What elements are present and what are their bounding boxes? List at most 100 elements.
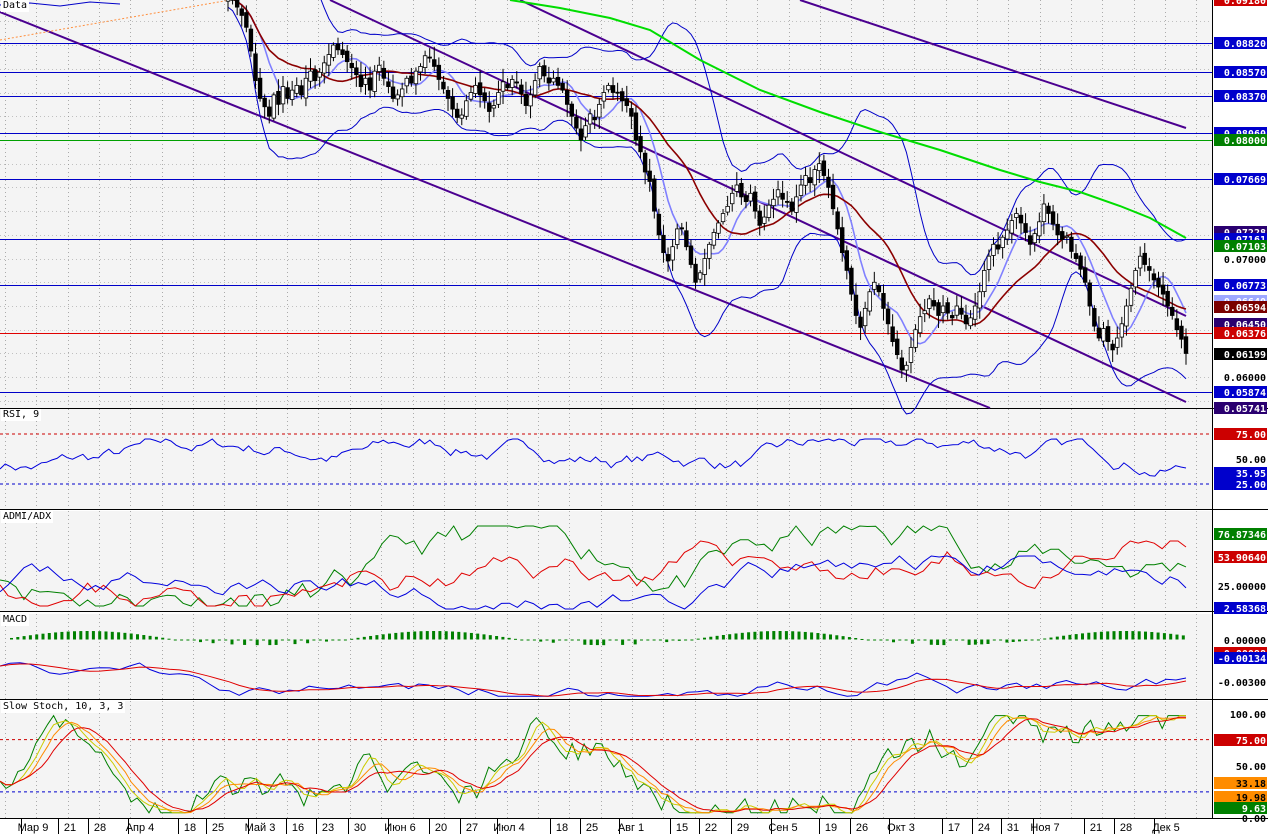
candle-body [395, 94, 400, 100]
candle [514, 71, 519, 89]
candle [1124, 298, 1129, 336]
candle [1147, 257, 1152, 282]
candle [468, 85, 474, 102]
macd-histogram-bar [1062, 635, 1066, 640]
candle-body [1046, 205, 1051, 214]
macd-histogram-bar [325, 639, 328, 642]
axis-label-background [1214, 240, 1267, 252]
candle-body [409, 75, 414, 84]
candle-body [844, 250, 850, 271]
macd-histogram-bar [161, 637, 165, 640]
candle-body [725, 205, 730, 213]
candle-body [528, 94, 533, 107]
stoch-signal-line [0, 716, 1186, 813]
macd-histogram-bar [772, 631, 776, 640]
macd-histogram-bar [816, 633, 820, 640]
candle-body [537, 66, 542, 80]
candle [1105, 319, 1111, 351]
macd-histogram-bar [1030, 639, 1034, 641]
candle-body [807, 177, 813, 184]
candle [1142, 243, 1147, 272]
candle-body [675, 228, 680, 245]
candle [285, 81, 290, 104]
candle-body [968, 317, 973, 327]
candle-body [1142, 252, 1147, 265]
candle [1101, 321, 1106, 347]
candle-body [372, 70, 377, 92]
candle [652, 175, 657, 219]
candle-body [1014, 213, 1019, 218]
macd-histogram-bar [469, 632, 473, 640]
candle-body [982, 270, 987, 292]
candle [977, 282, 982, 319]
macd-histogram-bar [1011, 639, 1015, 642]
candle [450, 88, 455, 118]
candle [752, 185, 758, 219]
admi-axis-label: 25.00000 [1218, 582, 1266, 593]
macd-histogram-bar [287, 639, 291, 641]
candle [546, 66, 552, 91]
candle [331, 42, 336, 62]
axis-label-text: 19.98 [1236, 793, 1266, 804]
macd-histogram-bar [438, 631, 442, 640]
candle [835, 207, 840, 235]
candle [496, 80, 501, 108]
candle [427, 48, 432, 63]
axis-label-background [1214, 402, 1267, 414]
time-axis-label: Сен 5 [768, 822, 797, 834]
macd-histogram-bar [337, 639, 341, 641]
time-axis-label: 23 [322, 822, 334, 834]
macd-histogram-bar [369, 635, 373, 640]
axis-label-background [1214, 301, 1267, 313]
macd-histogram-bar [948, 639, 952, 641]
candle [601, 85, 607, 109]
macd-histogram-bar [54, 632, 58, 640]
adx-line [0, 555, 1187, 610]
candle [244, 5, 249, 33]
axis-label-text: 0.08370 [1224, 92, 1266, 103]
candle-body [459, 114, 464, 119]
axis-label-text: 50.00 [1236, 762, 1266, 773]
macd-histogram-bar [583, 639, 587, 645]
candle-body [629, 108, 634, 117]
time-axis-label: Мар 9 [18, 822, 49, 834]
candle [702, 248, 707, 286]
candle-body [367, 77, 373, 91]
candle [862, 301, 868, 334]
macd-histogram-bar [1112, 631, 1116, 640]
macd-histogram-bar [91, 631, 95, 640]
price-pane-background [0, 0, 1212, 408]
candle-body [945, 302, 950, 314]
candle-body [986, 255, 992, 270]
candle [890, 314, 895, 347]
time-axis-label: 27 [466, 822, 478, 834]
trend-dotted-line [0, 0, 231, 41]
candle [895, 330, 900, 360]
candle [1096, 316, 1102, 342]
candle-body [445, 89, 451, 99]
candle-body [303, 77, 309, 99]
macd-histogram-bar [753, 631, 757, 640]
bollinger-upper-band [320, 0, 1187, 276]
candle-body [743, 195, 749, 203]
candle [693, 257, 698, 289]
macd-histogram-bar [186, 639, 190, 641]
price-axis-label: 0.06000 [1224, 373, 1266, 384]
candle-body [487, 102, 492, 112]
candle [610, 77, 616, 100]
macd-histogram-bar [992, 639, 996, 641]
candle-body [995, 244, 1001, 250]
macd-axis-label: 0.00000 [1224, 636, 1266, 647]
candle [413, 67, 419, 95]
stoch-axis-label: 50.00 [1236, 762, 1266, 773]
candle [629, 101, 634, 130]
candle [335, 37, 341, 55]
candle [968, 310, 973, 330]
candle [1027, 226, 1033, 256]
macd-histogram-bar [602, 639, 606, 646]
candle [739, 177, 744, 205]
candle [1069, 231, 1074, 259]
candle [487, 91, 492, 123]
admi-minus-line [0, 540, 1187, 607]
